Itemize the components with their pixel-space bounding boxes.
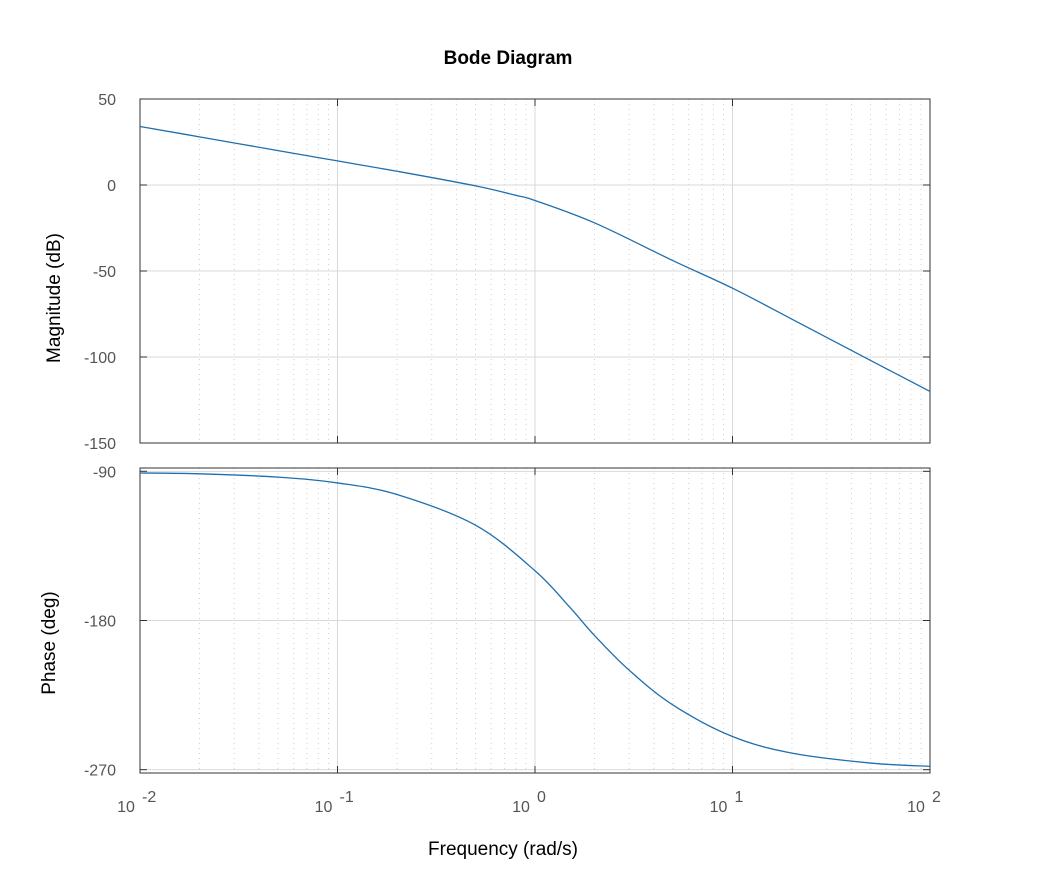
plot-frame bbox=[139, 467, 931, 774]
x-tick-label: 10 bbox=[512, 799, 530, 816]
y-tick-label: 0 bbox=[107, 178, 116, 195]
x-tick-label: 10 bbox=[907, 799, 925, 816]
phase-axis-label: Phase (deg) bbox=[39, 591, 60, 695]
y-tick-label: 50 bbox=[98, 92, 116, 109]
y-tick-label: -150 bbox=[84, 436, 116, 453]
y-tick-label: -180 bbox=[84, 614, 116, 631]
magnitude-axis-label: Magnitude (dB) bbox=[44, 233, 65, 363]
y-tick-label: -270 bbox=[84, 763, 116, 780]
x-tick-labels: 10 -2 10 -1 10 0 10 1 10 2 bbox=[117, 789, 941, 816]
magnitude-panel: 50 0 -50 -100 -150 Magnitude (dB) bbox=[44, 92, 931, 453]
x-tick-label: 10 bbox=[117, 799, 135, 816]
x-tick-label: 10 bbox=[315, 799, 333, 816]
y-tick-label: -100 bbox=[84, 350, 116, 367]
x-axis-label: Frequency (rad/s) bbox=[428, 839, 578, 860]
x-tick-exponent: -2 bbox=[142, 789, 156, 806]
x-tick-exponent: 0 bbox=[537, 789, 546, 806]
x-tick-label: 10 bbox=[710, 799, 728, 816]
y-tick-label: -50 bbox=[93, 264, 116, 281]
x-tick-exponent: 1 bbox=[735, 789, 744, 806]
x-tick-exponent: 2 bbox=[932, 789, 941, 806]
phase-panel: -90 -180 -270 Phase (deg) bbox=[39, 464, 931, 780]
magnitude-curve bbox=[139, 125, 931, 392]
x-tick-exponent: -1 bbox=[340, 789, 354, 806]
plot-frame bbox=[139, 98, 931, 444]
y-tick-label: -90 bbox=[93, 464, 116, 481]
phase-curve bbox=[139, 472, 931, 768]
chart-title: Bode Diagram bbox=[444, 48, 573, 69]
